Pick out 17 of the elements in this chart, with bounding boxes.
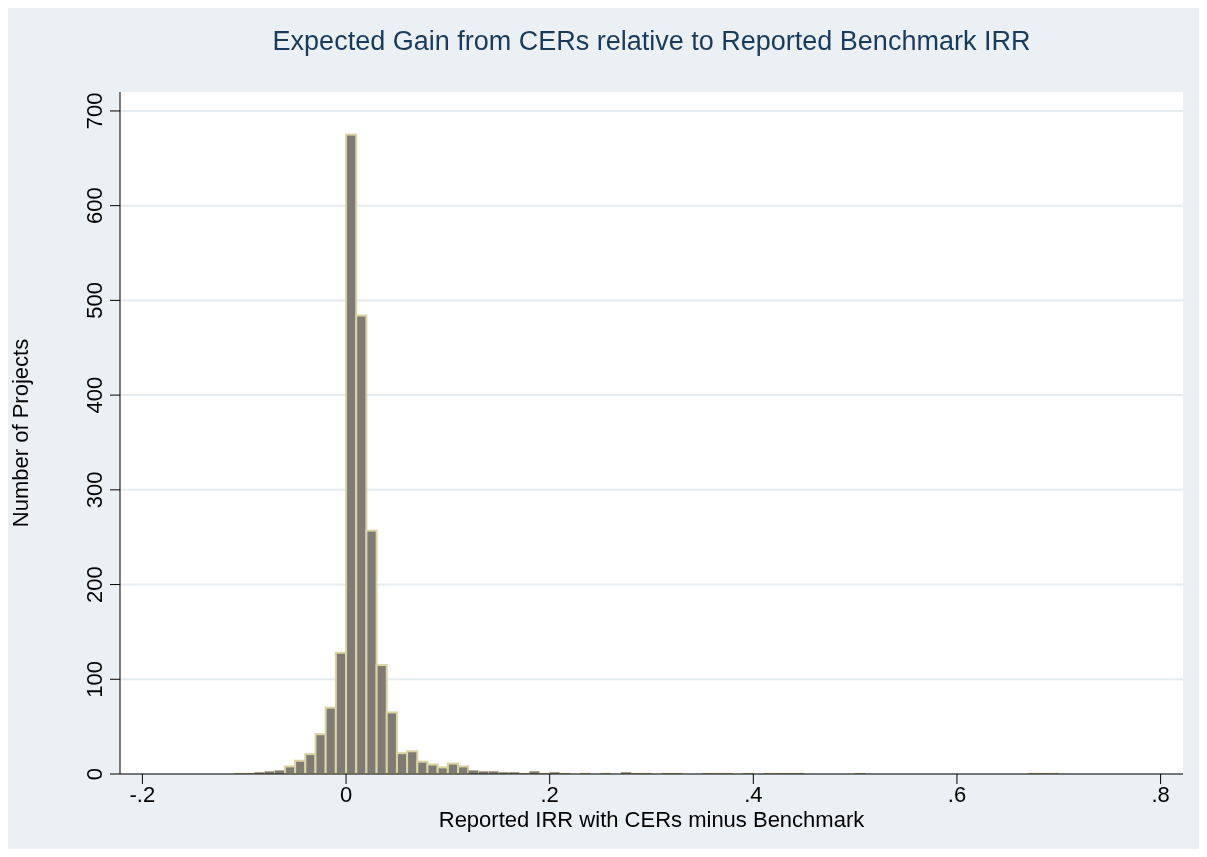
chart-title: Expected Gain from CERs relative to Reported Benchmark IRR [271, 26, 1032, 57]
y-tick-label: 0 [82, 767, 107, 781]
y-tick-label: 200 [82, 566, 107, 603]
x-tick-label: .2 [540, 781, 559, 807]
x-tick-label: .6 [947, 781, 967, 807]
x-tick-label: 0 [339, 781, 353, 807]
x-tick-label: -.2 [129, 781, 156, 807]
y-tick-label: 300 [82, 471, 107, 509]
y-tick-label: 100 [82, 660, 107, 698]
x-axis-title: Reported IRR with CERs minus Benchmark [438, 807, 866, 832]
y-tick-label: 600 [82, 187, 107, 225]
x-tick-label: .8 [1151, 781, 1170, 807]
y-tick-label: 400 [82, 376, 107, 414]
y-axis-title: Number of Projects [7, 338, 33, 528]
y-tick-label: 700 [82, 92, 107, 130]
x-tick-label: .4 [744, 781, 763, 807]
y-tick-label: 500 [82, 282, 107, 319]
